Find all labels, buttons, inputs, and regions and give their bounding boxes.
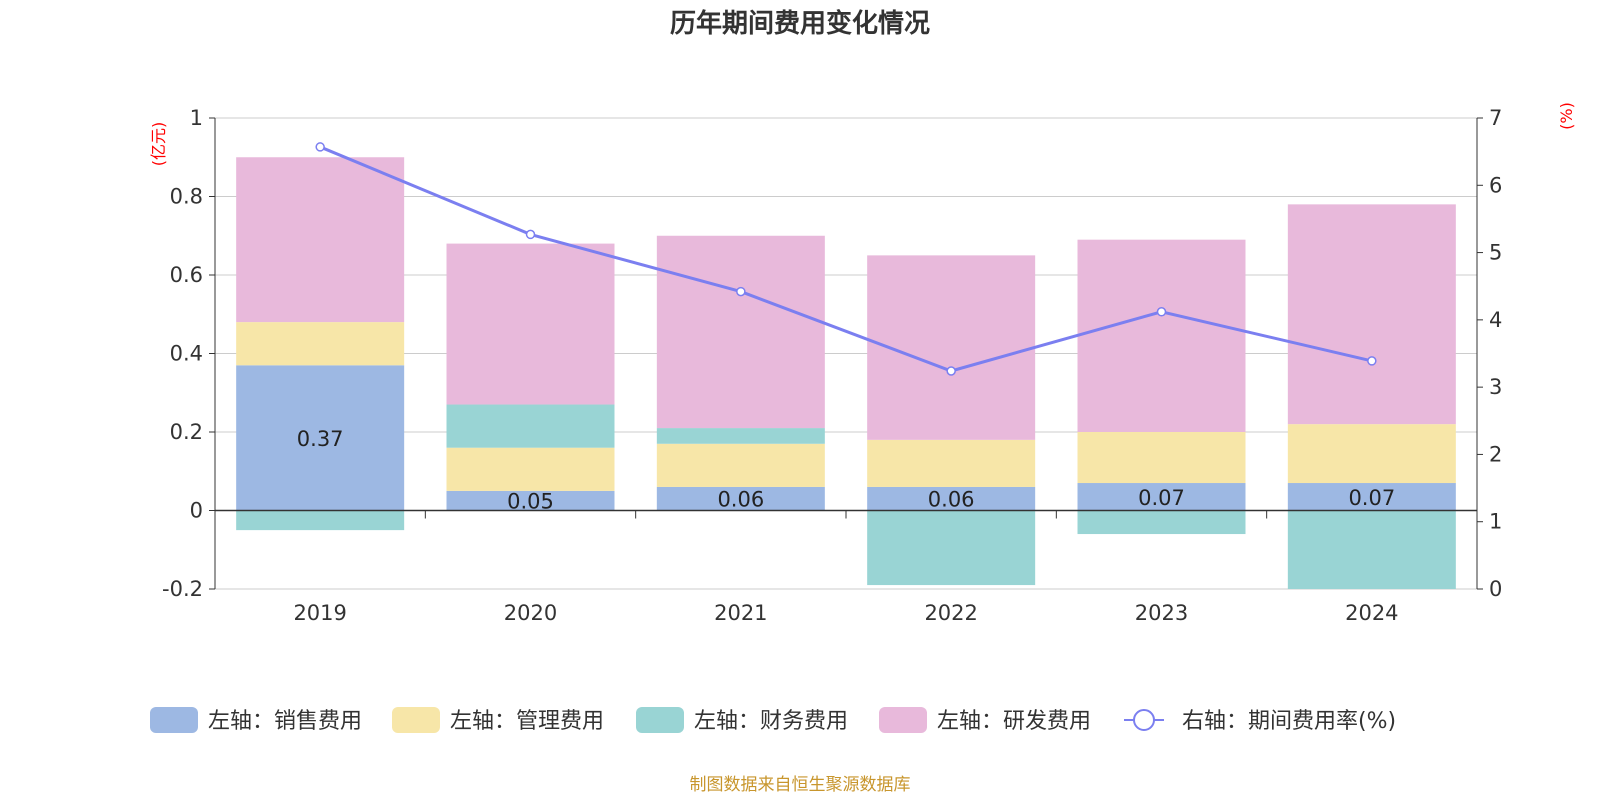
x-tick-label: 2024 — [1345, 601, 1398, 625]
bar-segment — [867, 439, 1036, 487]
legend-label: 左轴：财务费用 — [694, 709, 848, 734]
legend-label: 左轴：管理费用 — [450, 709, 604, 734]
bar-segment — [236, 322, 405, 366]
rate-point — [315, 142, 325, 152]
legend-swatch — [150, 707, 198, 733]
bar-segment — [1077, 432, 1246, 484]
right-tick-label: 7 — [1489, 106, 1502, 130]
bar-segment — [236, 510, 405, 531]
data-labels: 0.37 0.05 0.06 0.06 0.07 0.07 — [297, 427, 1395, 514]
bar-segment — [1077, 483, 1246, 511]
x-tick-label: 2020 — [504, 601, 557, 625]
legend-label: 左轴：销售费用 — [208, 709, 362, 734]
data-label: 0.07 — [1348, 486, 1395, 510]
bar-segment — [236, 365, 405, 511]
left-tick-label: 1 — [190, 106, 203, 130]
bars — [236, 157, 1456, 589]
bar-segment — [1077, 510, 1246, 535]
rate-line-path — [319, 145, 1373, 373]
left-axis-unit: (亿元) — [149, 122, 168, 167]
bar-segment — [1287, 510, 1456, 589]
grid-lines — [215, 117, 1477, 590]
bar-segment — [446, 243, 615, 405]
rate-point — [525, 229, 536, 240]
bar-segment — [656, 428, 825, 444]
data-label: 0.06 — [928, 488, 975, 512]
legend-swatch — [392, 707, 440, 733]
right-tick-label: 5 — [1489, 241, 1502, 265]
rate-point — [1367, 356, 1377, 366]
rate-point — [946, 366, 956, 376]
x-tick-label: 2021 — [714, 601, 767, 625]
legend-label: 右轴：期间费用率(%) — [1182, 709, 1396, 734]
legend-line-marker — [1133, 709, 1155, 731]
data-label: 0.05 — [507, 490, 554, 514]
data-label: 0.06 — [717, 488, 764, 512]
bar-segment — [1287, 424, 1456, 484]
zero-axis — [214, 509, 1478, 519]
right-axis-unit: (%) — [1557, 102, 1576, 130]
left-tick-label: -0.2 — [162, 577, 203, 601]
bar-segment — [867, 255, 1036, 440]
bar-segment — [1287, 204, 1456, 425]
bar-segment — [867, 510, 1036, 586]
bar-segment — [656, 235, 825, 429]
bar-segment — [656, 443, 825, 487]
chart-title: 历年期间费用变化情况 — [670, 8, 930, 39]
x-tick-label: 2019 — [293, 601, 346, 625]
axes: -0.2 0 0.2 0.4 0.6 0.8 1 0 1 2 3 4 5 6 7 2019 2020 2021 20… — [162, 106, 1502, 625]
legend-label: 左轴：研发费用 — [937, 709, 1091, 734]
data-label: 0.07 — [1138, 486, 1185, 510]
legend-swatch — [879, 707, 927, 733]
x-tick-label: 2022 — [924, 601, 977, 625]
source-note: 制图数据来自恒生聚源数据库 — [690, 775, 911, 795]
left-tick-label: 0.4 — [170, 342, 203, 366]
right-tick-label: 6 — [1489, 173, 1502, 197]
left-tick-label: 0.2 — [170, 420, 203, 444]
right-tick-label: 0 — [1489, 577, 1502, 601]
bar-segment — [446, 404, 615, 448]
left-tick-label: 0.6 — [170, 263, 203, 287]
legend: 左轴：销售费用 左轴：管理费用 左轴：财务费用 左轴：研发费用 右轴：期间费用率(%) — [150, 707, 1396, 734]
bar-segment — [446, 447, 615, 491]
bar-segment — [1077, 239, 1246, 432]
bar-segment — [446, 490, 615, 511]
right-tick-label: 4 — [1489, 308, 1502, 332]
legend-swatch — [636, 707, 684, 733]
bar-segment — [867, 486, 1036, 511]
bar-segment — [656, 486, 825, 511]
right-tick-label: 1 — [1489, 510, 1502, 534]
bar-segment — [236, 157, 405, 323]
left-tick-label: 0.8 — [170, 185, 203, 209]
bar-segment — [1287, 483, 1456, 511]
right-tick-label: 2 — [1489, 442, 1502, 466]
data-label: 0.37 — [297, 427, 344, 451]
rate-line — [315, 142, 1377, 376]
rate-point — [1156, 307, 1167, 317]
right-tick-label: 3 — [1489, 375, 1502, 399]
x-tick-label: 2023 — [1135, 601, 1188, 625]
left-tick-label: 0 — [190, 499, 203, 523]
rate-point — [736, 286, 746, 297]
